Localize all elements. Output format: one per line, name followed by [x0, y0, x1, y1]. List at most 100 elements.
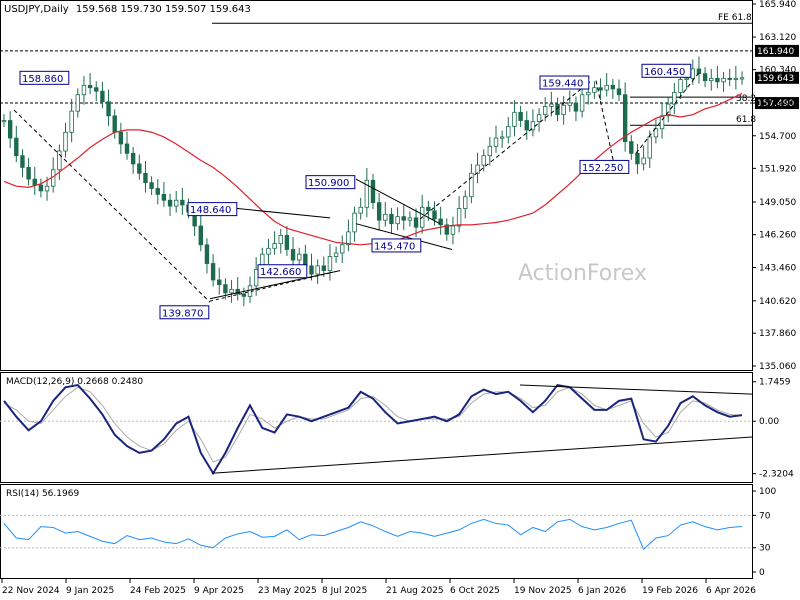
rsi-tick-label: 100 [759, 487, 776, 497]
price-candle-body [124, 143, 130, 154]
price-callout-label: 158.860 [22, 74, 63, 85]
price-candle-body [536, 114, 542, 123]
price-candle-body [278, 235, 283, 245]
price-candle-body [63, 131, 68, 152]
price-candle-body [26, 167, 31, 180]
price-candle-body [733, 77, 739, 80]
price-candle-body [309, 265, 314, 275]
price-candle-body [130, 152, 136, 165]
macd-tick-label: 1.7459 [759, 378, 791, 388]
price-tick-label: 154.700 [759, 132, 796, 142]
header-symbol: USDJPY,Daily [4, 4, 69, 15]
price-tick-label: 160.340 [759, 66, 796, 76]
price-candle-body [229, 288, 234, 294]
price-callout-label: 159.440 [542, 79, 583, 90]
price-candle-body [469, 172, 474, 198]
price-candle-body [450, 225, 456, 235]
price-candle-body [333, 252, 339, 257]
price-candle-body [739, 77, 745, 80]
price-candle-body [180, 199, 185, 206]
level-tag-text-157490: 157.490 [757, 99, 794, 109]
price-candle-body [272, 243, 277, 249]
price-candle-body [493, 137, 499, 147]
price-candle-body [7, 120, 13, 139]
rsi-tick-label: 70 [759, 511, 771, 521]
x-tick-label: 6 Apr 2026 [706, 586, 756, 596]
price-candle-body [475, 164, 480, 174]
price-candle-body [561, 104, 566, 116]
trendline [209, 272, 331, 302]
level-tag-157490 [755, 97, 799, 110]
price-candle-body [266, 247, 271, 255]
trendline [419, 81, 591, 220]
price-callout-box [159, 305, 210, 320]
macd-signal-line [3, 386, 743, 463]
price-callout-label: 145.470 [374, 241, 415, 252]
price-candle-body [327, 256, 333, 271]
price-callout-box [257, 264, 308, 279]
price-candle-body [340, 244, 345, 254]
price-candle-body [487, 145, 493, 157]
price-candle-body [586, 91, 591, 96]
price-candle-body [715, 77, 720, 83]
x-tick-label: 8 Jul 2025 [322, 586, 367, 596]
watermark: ActionForex [518, 261, 647, 286]
price-callout-box [641, 63, 692, 78]
x-tick-label: 22 Nov 2024 [2, 586, 60, 596]
price-candle-body [579, 94, 585, 112]
price-candle-body [57, 150, 62, 171]
price-candle-body [702, 73, 708, 82]
price-candle-body [573, 102, 579, 112]
price-tick-label: 163.120 [759, 33, 796, 43]
price-candle-body [438, 218, 443, 226]
price-callout-box [539, 75, 590, 90]
price-tick-label: 146.260 [759, 231, 796, 241]
price-callout-label: 148.640 [190, 205, 231, 216]
price-candle-body [721, 77, 726, 83]
price-callout-label: 150.900 [308, 178, 349, 189]
price-candle-body [641, 157, 646, 165]
price-candle-body [506, 125, 511, 138]
macd-trendline-upper [519, 384, 753, 395]
price-candle-body [499, 136, 505, 139]
rsi-tick-label: 0 [759, 568, 765, 578]
x-tick-label: 19 Feb 2026 [642, 586, 698, 596]
price-candle-body [106, 101, 111, 117]
current-price-tag [755, 71, 799, 84]
price-candle-body [622, 94, 628, 143]
price-candle-body [407, 217, 413, 221]
price-callout-box [579, 159, 630, 174]
price-candle-body [370, 179, 376, 203]
price-candle-body [666, 103, 671, 117]
price-candle-body [727, 77, 732, 80]
price-candle-body [346, 231, 351, 246]
price-candle-body [672, 91, 677, 105]
price-candle-body [149, 182, 154, 189]
trendline [13, 109, 211, 303]
price-candle-body [635, 152, 640, 165]
price-candle-body [112, 115, 117, 133]
price-candle-body [284, 235, 290, 250]
price-callout-label: 139.870 [162, 308, 203, 319]
price-candle-body [616, 88, 622, 96]
price-candle-body [118, 131, 124, 145]
chart-header: USDJPY,Daily 159.568 159.730 159.507 159… [4, 4, 251, 15]
macd-line [3, 383, 743, 476]
price-candle-body [401, 216, 406, 221]
price-candle-body [684, 77, 689, 80]
price-candle-body [481, 155, 486, 166]
price-candle-body [210, 263, 216, 281]
price-candle-body [137, 163, 142, 174]
price-tick-label: 149.050 [759, 198, 796, 208]
price-candle-body [463, 196, 468, 209]
fib-level-382-label: 38.2 [736, 94, 756, 104]
price-candle-body [253, 269, 259, 287]
price-bars [1, 56, 745, 307]
price-candle-body [20, 155, 25, 168]
price-tick-label: 140.620 [759, 297, 796, 307]
price-candle-body [629, 141, 634, 154]
price-candle-body [376, 202, 382, 221]
rsi-tick-label: 30 [759, 544, 771, 554]
price-candle-body [567, 102, 572, 106]
